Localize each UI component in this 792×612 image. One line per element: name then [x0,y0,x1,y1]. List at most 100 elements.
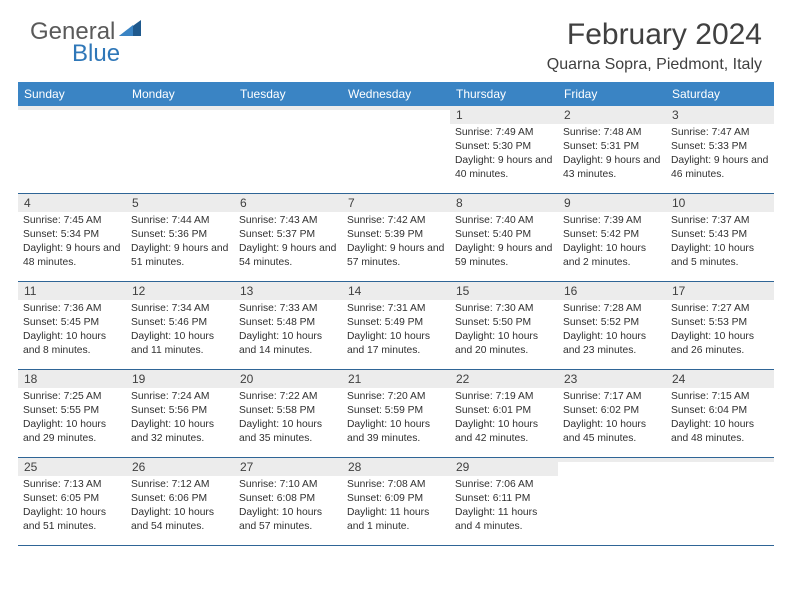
day-number [558,458,666,462]
day-number [666,458,774,462]
day-number: 14 [342,282,450,300]
sunset-line: Sunset: 5:34 PM [23,228,121,242]
daylight-line: Daylight: 11 hours and 1 minute. [347,506,445,534]
day-number: 5 [126,194,234,212]
sunrise-line: Sunrise: 7:42 AM [347,214,445,228]
daylight-line: Daylight: 9 hours and 40 minutes. [455,154,553,182]
day-cell: 24Sunrise: 7:15 AMSunset: 6:04 PMDayligh… [666,370,774,457]
sunrise-line: Sunrise: 7:48 AM [563,126,661,140]
daylight-line: Daylight: 10 hours and 29 minutes. [23,418,121,446]
daylight-line: Daylight: 10 hours and 2 minutes. [563,242,661,270]
day-cell: 5Sunrise: 7:44 AMSunset: 5:36 PMDaylight… [126,194,234,281]
daylight-line: Daylight: 10 hours and 17 minutes. [347,330,445,358]
day-cell [342,106,450,193]
day-cell: 15Sunrise: 7:30 AMSunset: 5:50 PMDayligh… [450,282,558,369]
day-number: 18 [18,370,126,388]
daylight-line: Daylight: 9 hours and 57 minutes. [347,242,445,270]
day-number: 22 [450,370,558,388]
day-cell [558,458,666,545]
day-number: 19 [126,370,234,388]
day-cell: 26Sunrise: 7:12 AMSunset: 6:06 PMDayligh… [126,458,234,545]
sunrise-line: Sunrise: 7:22 AM [239,390,337,404]
day-details: Sunrise: 7:40 AMSunset: 5:40 PMDaylight:… [450,212,558,274]
daylight-line: Daylight: 10 hours and 26 minutes. [671,330,769,358]
day-details: Sunrise: 7:48 AMSunset: 5:31 PMDaylight:… [558,124,666,186]
sunrise-line: Sunrise: 7:39 AM [563,214,661,228]
day-cell: 18Sunrise: 7:25 AMSunset: 5:55 PMDayligh… [18,370,126,457]
sunrise-line: Sunrise: 7:45 AM [23,214,121,228]
sunset-line: Sunset: 6:06 PM [131,492,229,506]
daylight-line: Daylight: 9 hours and 59 minutes. [455,242,553,270]
weekday-header-row: SundayMondayTuesdayWednesdayThursdayFrid… [18,82,774,106]
sunrise-line: Sunrise: 7:08 AM [347,478,445,492]
sunset-line: Sunset: 5:39 PM [347,228,445,242]
week-row: 25Sunrise: 7:13 AMSunset: 6:05 PMDayligh… [18,458,774,546]
day-cell: 1Sunrise: 7:49 AMSunset: 5:30 PMDaylight… [450,106,558,193]
day-cell: 16Sunrise: 7:28 AMSunset: 5:52 PMDayligh… [558,282,666,369]
day-details: Sunrise: 7:49 AMSunset: 5:30 PMDaylight:… [450,124,558,186]
day-number: 11 [18,282,126,300]
location-name: Quarna Sopra, Piedmont, Italy [547,56,762,74]
logo: General Blue [30,18,170,68]
daylight-line: Daylight: 10 hours and 51 minutes. [23,506,121,534]
day-details: Sunrise: 7:30 AMSunset: 5:50 PMDaylight:… [450,300,558,362]
day-cell: 28Sunrise: 7:08 AMSunset: 6:09 PMDayligh… [342,458,450,545]
sunrise-line: Sunrise: 7:40 AM [455,214,553,228]
sunrise-line: Sunrise: 7:20 AM [347,390,445,404]
day-cell [234,106,342,193]
day-cell: 11Sunrise: 7:36 AMSunset: 5:45 PMDayligh… [18,282,126,369]
day-cell: 14Sunrise: 7:31 AMSunset: 5:49 PMDayligh… [342,282,450,369]
day-number: 8 [450,194,558,212]
day-details: Sunrise: 7:06 AMSunset: 6:11 PMDaylight:… [450,476,558,538]
day-cell: 23Sunrise: 7:17 AMSunset: 6:02 PMDayligh… [558,370,666,457]
sunset-line: Sunset: 6:08 PM [239,492,337,506]
week-row: 1Sunrise: 7:49 AMSunset: 5:30 PMDaylight… [18,106,774,194]
daylight-line: Daylight: 9 hours and 48 minutes. [23,242,121,270]
sunrise-line: Sunrise: 7:15 AM [671,390,769,404]
day-cell [126,106,234,193]
sunset-line: Sunset: 6:01 PM [455,404,553,418]
daylight-line: Daylight: 10 hours and 11 minutes. [131,330,229,358]
day-cell: 29Sunrise: 7:06 AMSunset: 6:11 PMDayligh… [450,458,558,545]
day-details: Sunrise: 7:25 AMSunset: 5:55 PMDaylight:… [18,388,126,450]
day-number: 2 [558,106,666,124]
day-cell [666,458,774,545]
day-cell: 3Sunrise: 7:47 AMSunset: 5:33 PMDaylight… [666,106,774,193]
sunset-line: Sunset: 5:56 PM [131,404,229,418]
day-details: Sunrise: 7:17 AMSunset: 6:02 PMDaylight:… [558,388,666,450]
sunset-line: Sunset: 5:40 PM [455,228,553,242]
month-title: February 2024 [547,18,762,52]
sunset-line: Sunset: 5:43 PM [671,228,769,242]
day-cell: 19Sunrise: 7:24 AMSunset: 5:56 PMDayligh… [126,370,234,457]
sunrise-line: Sunrise: 7:27 AM [671,302,769,316]
weekday-header: Wednesday [342,82,450,106]
sunset-line: Sunset: 5:42 PM [563,228,661,242]
sunrise-line: Sunrise: 7:06 AM [455,478,553,492]
day-cell: 22Sunrise: 7:19 AMSunset: 6:01 PMDayligh… [450,370,558,457]
day-details: Sunrise: 7:13 AMSunset: 6:05 PMDaylight:… [18,476,126,538]
day-number: 1 [450,106,558,124]
day-cell: 9Sunrise: 7:39 AMSunset: 5:42 PMDaylight… [558,194,666,281]
sunset-line: Sunset: 5:50 PM [455,316,553,330]
day-number: 16 [558,282,666,300]
daylight-line: Daylight: 10 hours and 39 minutes. [347,418,445,446]
day-cell: 13Sunrise: 7:33 AMSunset: 5:48 PMDayligh… [234,282,342,369]
sunrise-line: Sunrise: 7:19 AM [455,390,553,404]
day-cell: 8Sunrise: 7:40 AMSunset: 5:40 PMDaylight… [450,194,558,281]
day-number: 13 [234,282,342,300]
sunrise-line: Sunrise: 7:49 AM [455,126,553,140]
daylight-line: Daylight: 9 hours and 54 minutes. [239,242,337,270]
weekday-header: Thursday [450,82,558,106]
day-number: 20 [234,370,342,388]
sunrise-line: Sunrise: 7:28 AM [563,302,661,316]
day-details: Sunrise: 7:36 AMSunset: 5:45 PMDaylight:… [18,300,126,362]
day-details: Sunrise: 7:12 AMSunset: 6:06 PMDaylight:… [126,476,234,538]
day-details: Sunrise: 7:45 AMSunset: 5:34 PMDaylight:… [18,212,126,274]
day-number [234,106,342,110]
calendar: SundayMondayTuesdayWednesdayThursdayFrid… [18,82,774,546]
weekday-header: Saturday [666,82,774,106]
sunrise-line: Sunrise: 7:10 AM [239,478,337,492]
daylight-line: Daylight: 10 hours and 23 minutes. [563,330,661,358]
sunset-line: Sunset: 5:58 PM [239,404,337,418]
sunset-line: Sunset: 5:45 PM [23,316,121,330]
